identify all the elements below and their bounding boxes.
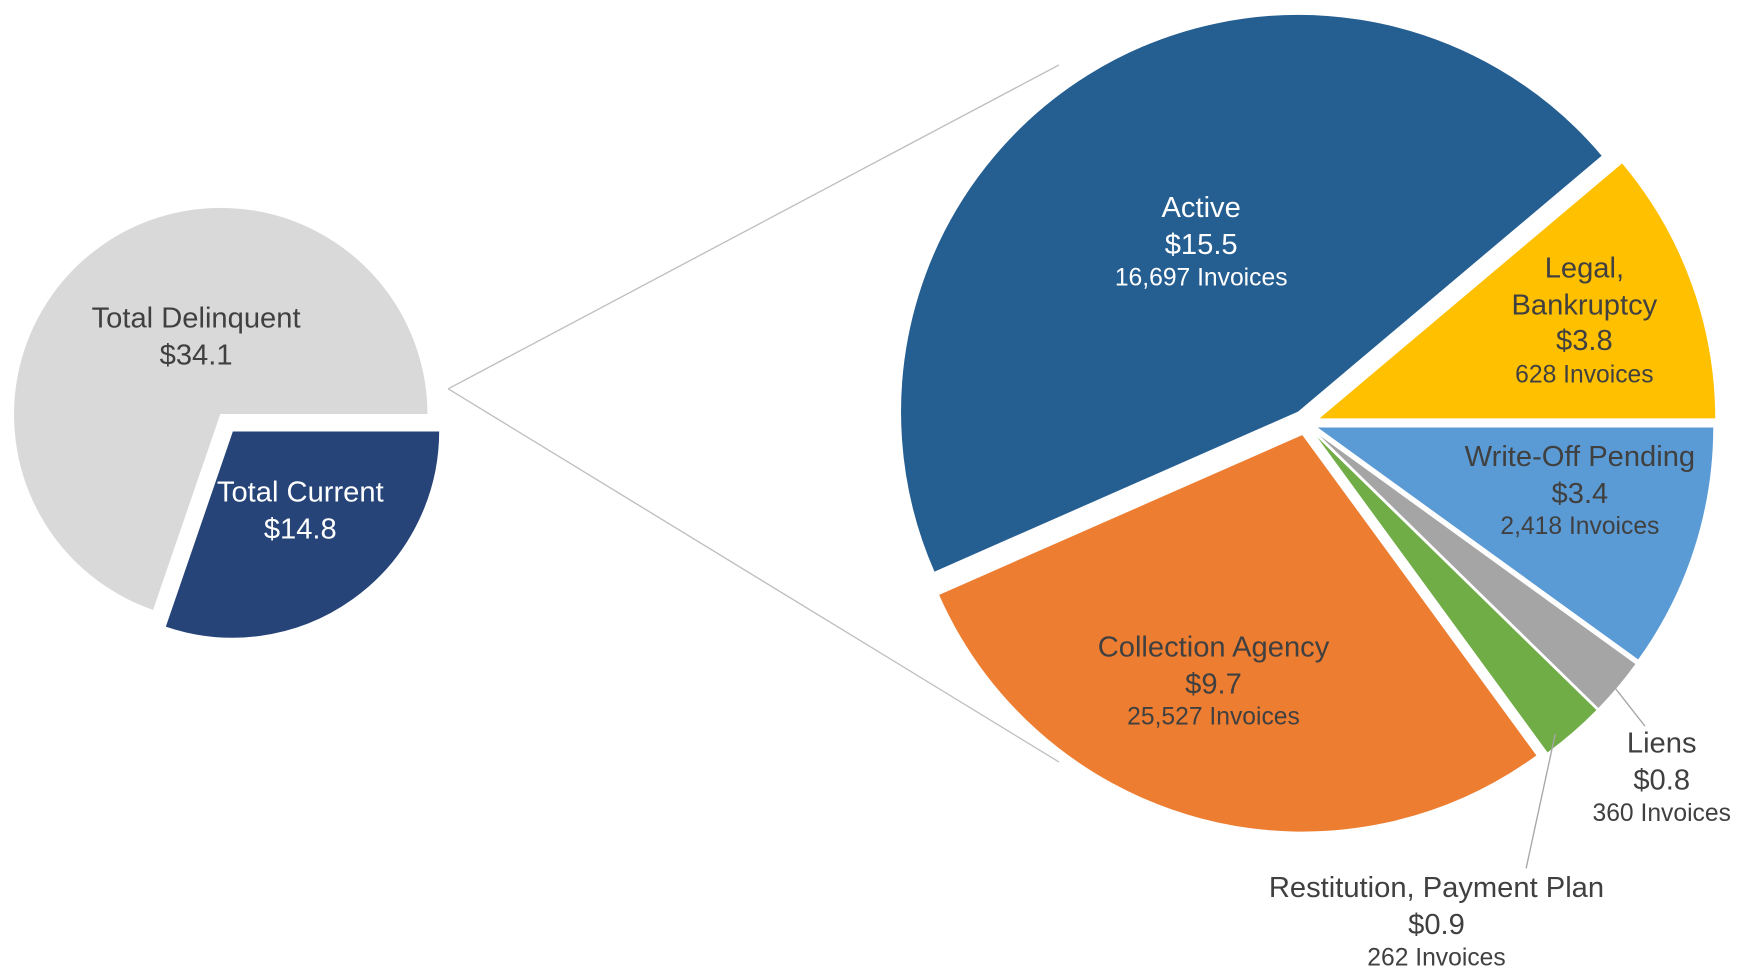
- pie-slice: [937, 433, 1538, 833]
- connector-line: [447, 388, 1060, 763]
- value-label: $0.8: [1633, 762, 1691, 796]
- value-label: $0.9: [1408, 906, 1465, 941]
- slice-label: Liens $0.8 360 Invoices: [1592, 725, 1730, 829]
- value-label: $3.8: [1556, 323, 1613, 357]
- pie-slice: [1312, 431, 1599, 754]
- slice-label: Restitution, Payment Plan $0.9 262 Invoice…: [1269, 869, 1604, 973]
- connector-line: [447, 64, 1060, 390]
- slice-label: Total Current $14.8: [217, 473, 384, 546]
- category-label: Restitution, Payment Plan: [1268, 870, 1605, 904]
- invoice-label: 2,418 Invoices: [1500, 511, 1660, 540]
- pie-slice: [899, 13, 1604, 574]
- category-label: Write-Off Pending: [1464, 438, 1696, 473]
- pie-slice: [164, 430, 441, 639]
- leader-line: [1604, 674, 1646, 727]
- connectors: [447, 64, 1646, 869]
- category-label: Total Delinquent: [91, 300, 301, 335]
- pie-slice: [1313, 430, 1637, 710]
- pie-slice: [1314, 426, 1715, 661]
- invoice-label: 25,527 Invoices: [1127, 702, 1300, 731]
- value-label: $34.1: [159, 337, 233, 371]
- slice-label: Active $15.5 16,697 Invoices: [1115, 189, 1288, 293]
- category-label: Active: [1161, 190, 1241, 224]
- category-label: Legal, Bankruptcy: [1511, 250, 1658, 321]
- category-label: Collection Agency: [1097, 629, 1330, 664]
- slice-label: Legal, Bankruptcy $3.8 628 Invoices: [1489, 249, 1679, 389]
- value-label: $14.8: [263, 510, 337, 545]
- invoice-label: 360 Invoices: [1592, 798, 1731, 827]
- value-label: $9.7: [1185, 665, 1242, 700]
- value-label: $3.4: [1551, 475, 1609, 509]
- slice-label: Write-Off Pending $3.4 2,418 Invoices: [1465, 438, 1695, 542]
- invoice-label: 262 Invoices: [1367, 943, 1506, 972]
- invoice-label: 628 Invoices: [1515, 359, 1654, 388]
- value-label: $15.5: [1164, 226, 1238, 261]
- category-label: Total Current: [216, 474, 384, 509]
- pie-slice: [1316, 161, 1717, 420]
- slice-label: Total Delinquent $34.1: [92, 300, 301, 373]
- leader-line: [1525, 733, 1556, 869]
- slice-label: Collection Agency $9.7 25,527 Invoices: [1098, 628, 1330, 732]
- pie-slice: [12, 206, 429, 612]
- invoice-label: 16,697 Invoices: [1114, 263, 1288, 292]
- category-label: Liens: [1626, 725, 1697, 760]
